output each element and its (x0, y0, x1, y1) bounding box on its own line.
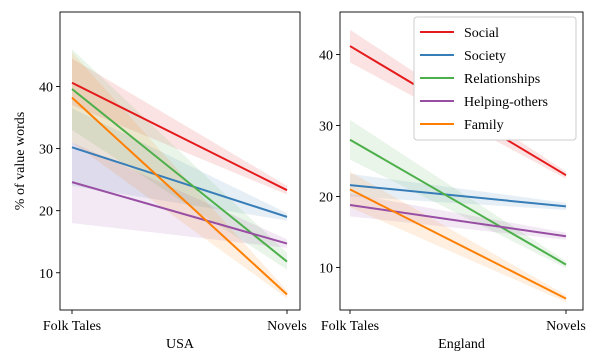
y-tick-label: 30 (319, 120, 333, 135)
y-tick-label: 30 (39, 143, 53, 158)
y-axis-label: % of value words (13, 112, 28, 210)
axes-frame (59, 11, 301, 311)
legend-label-family: Family (464, 118, 504, 133)
ci-band-family (350, 171, 566, 303)
y-tick-label: 10 (39, 267, 53, 282)
y-tick-label: 40 (319, 49, 333, 64)
x-axis-label: England (438, 337, 485, 352)
legend-box (413, 16, 577, 141)
x-tick-label: Novels (546, 319, 586, 334)
series-line-helping-others (349, 204, 567, 238)
axes-frame (339, 11, 584, 311)
y-tick-label: 40 (39, 81, 53, 96)
ci-band-relationships (350, 119, 566, 269)
y-tick-label: 20 (39, 205, 53, 220)
series-line-family (71, 96, 288, 296)
legend-label-society: Society (464, 49, 506, 64)
legend-label-relationships: Relationships (464, 72, 540, 87)
legend: Social Society Relationships Helping-others… (413, 16, 577, 141)
x-axis-label: USA (166, 337, 195, 352)
legend-label-social: Social (464, 26, 499, 41)
ci-band-society (72, 108, 287, 221)
x-tick-label: Novels (267, 319, 307, 334)
series-line-helping-others (71, 181, 288, 245)
legend-label-helping-others: Helping-others (464, 95, 548, 110)
y-tick-label: 20 (319, 190, 333, 205)
ci-band-relationships (72, 49, 287, 270)
series-line-relationships (349, 138, 567, 266)
x-tick-label: Folk Tales (43, 319, 101, 334)
usa-panel: 10 20 30 40 Folk Tales Novels USA % of value wo… (13, 11, 307, 352)
series-line-family (349, 188, 567, 300)
series-line-social (71, 81, 288, 192)
series-line-society (349, 184, 567, 208)
series-line-society (71, 146, 288, 218)
y-tick-label: 10 (319, 261, 333, 276)
x-tick-label: Folk Tales (321, 319, 379, 334)
ci-band-social (72, 58, 287, 195)
